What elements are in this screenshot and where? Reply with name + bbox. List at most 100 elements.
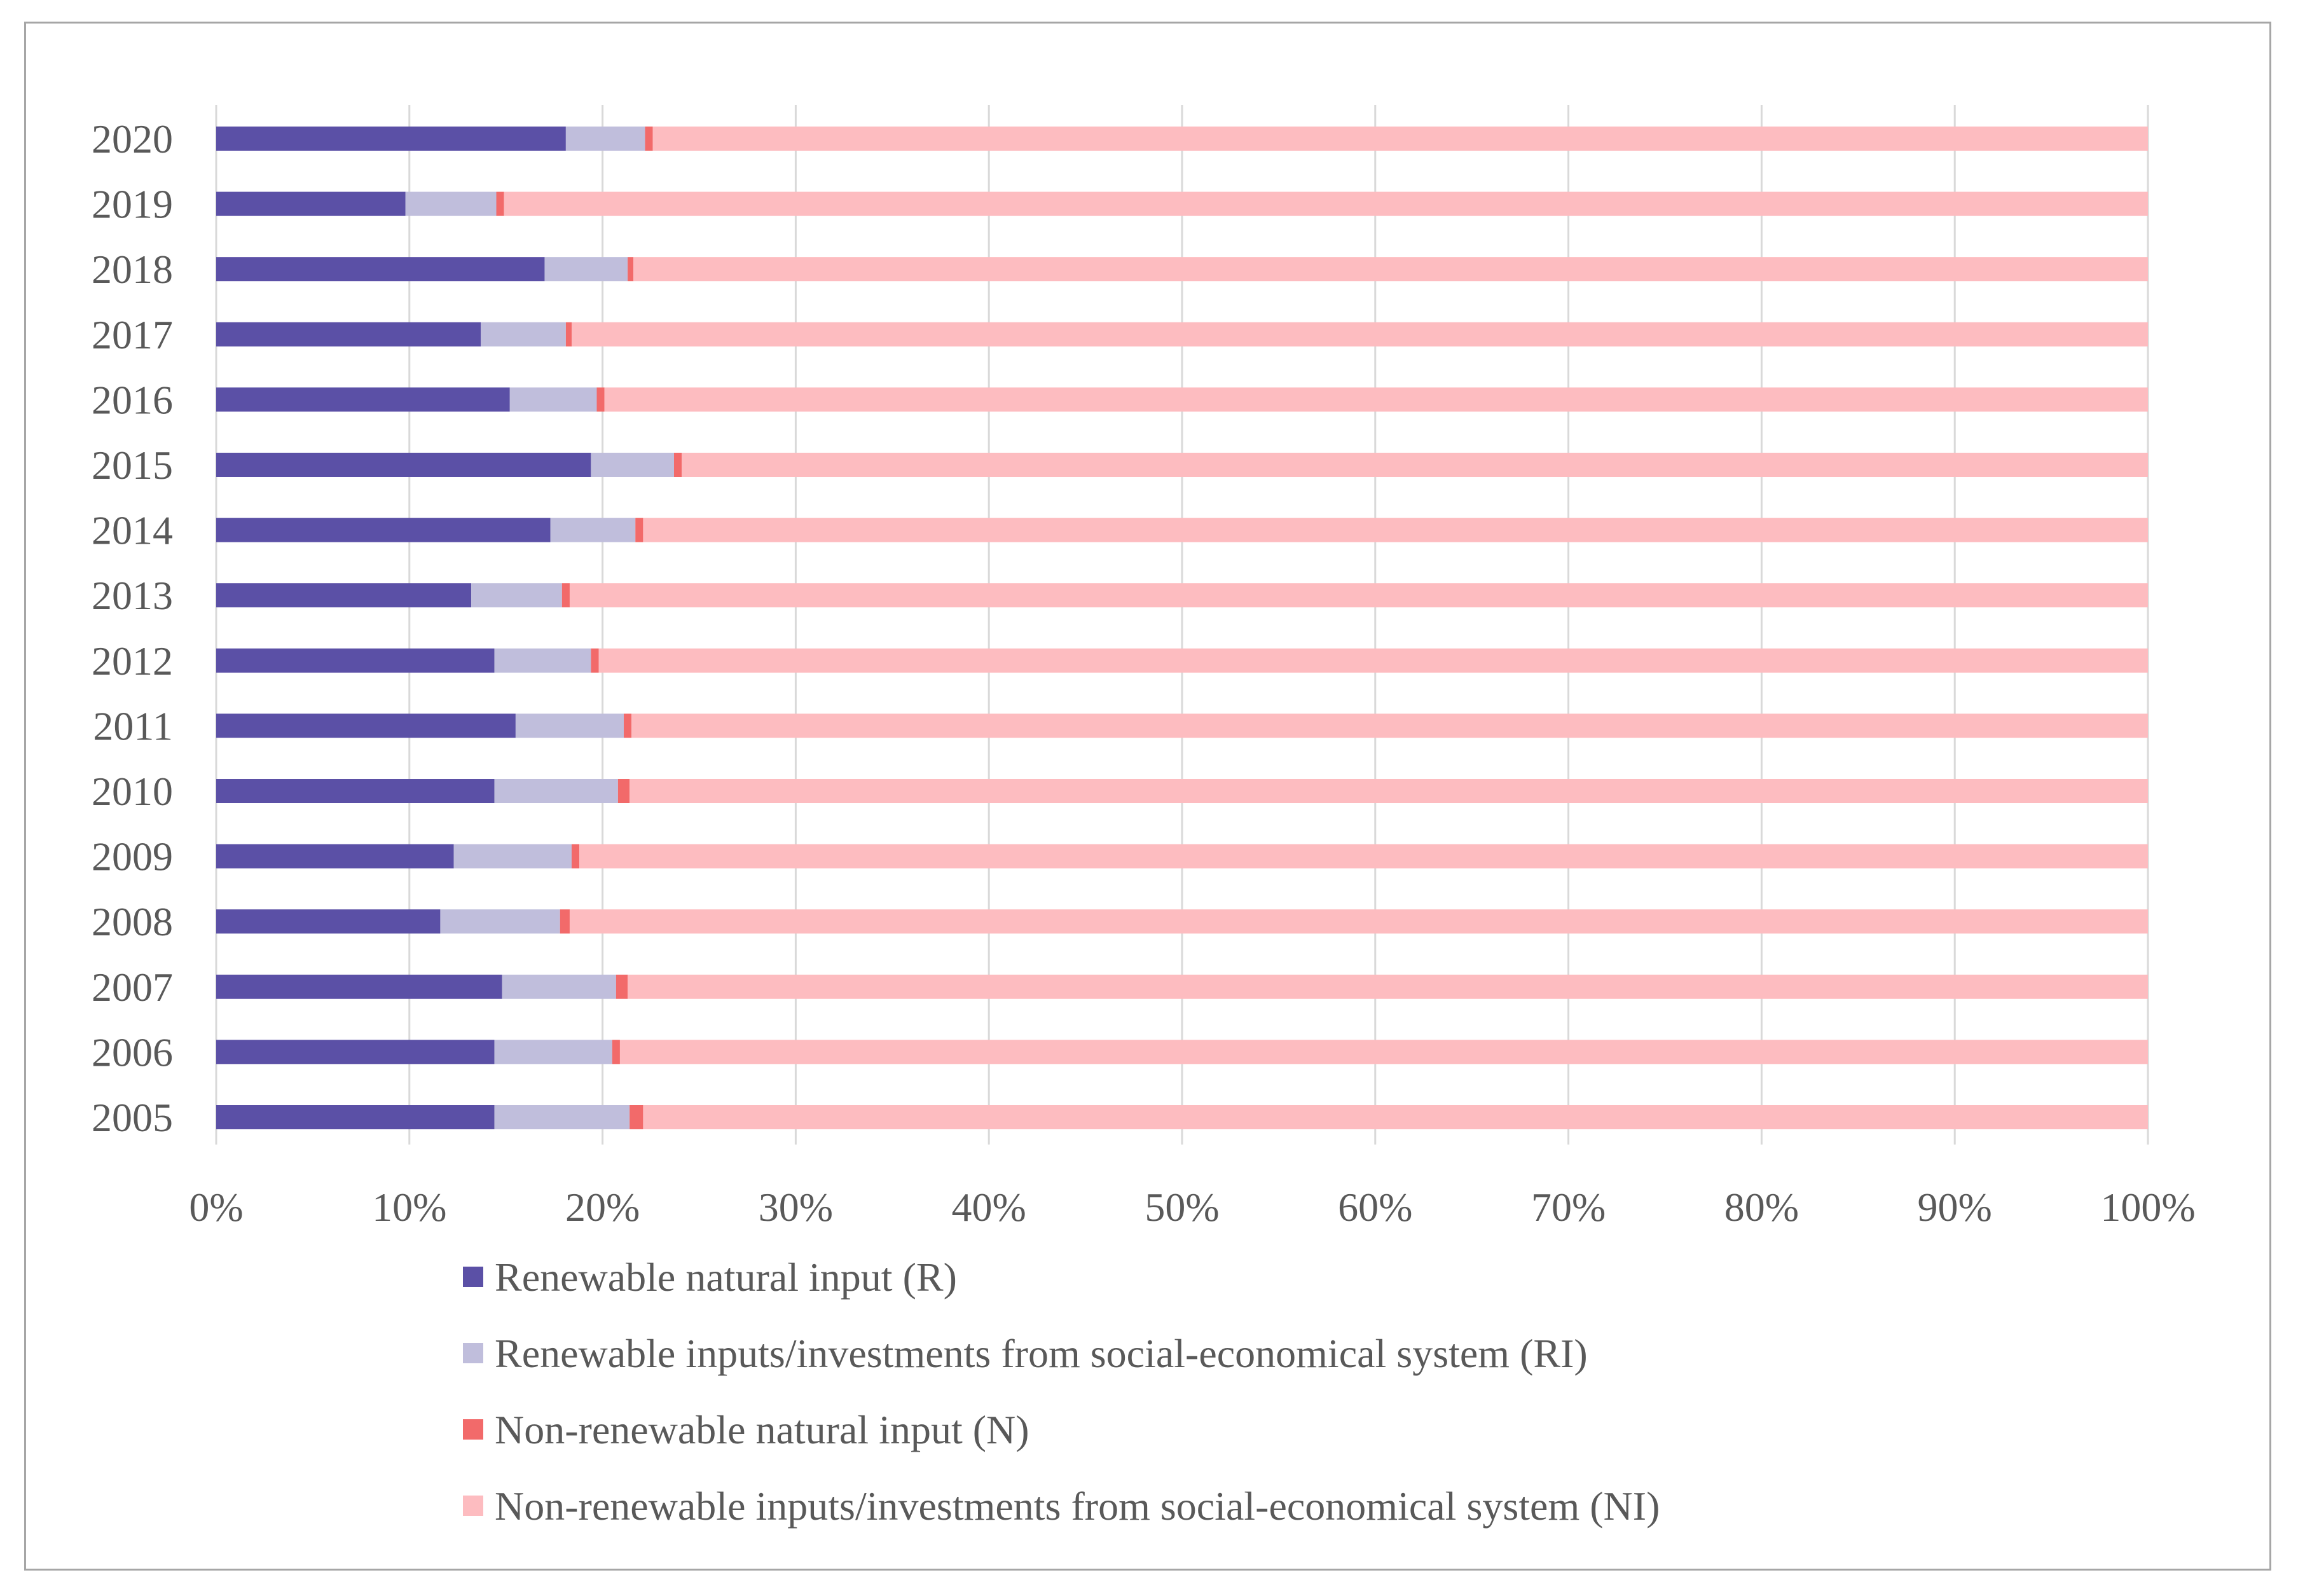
y-tick-label: 2019 [92,182,173,227]
y-tick-label: 2015 [92,443,173,488]
x-tick-label: 0% [189,1185,243,1230]
bar-segment-2 [502,974,616,999]
bar-segment-1 [216,909,441,934]
bar-segment-4 [579,844,2148,869]
bar-segment-4 [569,909,2148,934]
bar-segment-1 [216,1040,495,1064]
legend-label: Non-renewable natural input (N) [495,1407,1029,1452]
y-tick-label: 2005 [92,1095,173,1140]
y-axis-tick-labels: 2020 2019 2018 2017 2016 2015 2014 2013 2012 2011… [92,116,173,1140]
bar-segment-4 [682,453,2148,477]
bar-segment-1 [216,583,472,608]
x-tick-label: 30% [759,1185,833,1230]
bar-segment-3 [571,844,580,869]
legend-swatch [463,1267,483,1287]
bar-segment-3 [496,191,504,216]
bar-segment-3 [674,453,682,477]
bar-segment-4 [652,127,2149,151]
x-tick-label: 80% [1724,1185,1799,1230]
bar-segment-3 [560,909,570,934]
y-tick-label: 2014 [92,508,173,553]
x-axis-tick-labels: 0% 10% 20% 30% 40% 50% 60% 70% 80% 90% 100% [189,1185,2195,1230]
bar-series [216,127,2149,1129]
bar-segment-2 [591,453,675,477]
y-tick-label: 2009 [92,834,173,879]
bar-segment-1 [216,322,481,347]
bar-segment-2 [440,909,560,934]
legend: Renewable natural input (R) Renewable inp… [463,1255,1660,1529]
y-tick-label: 2017 [92,312,173,357]
bar-segment-3 [624,713,632,738]
legend-label: Non-renewable inputs/investments from so… [495,1483,1660,1529]
y-tick-label: 2016 [92,377,173,422]
bar-segment-1 [216,127,566,151]
x-tick-label: 100% [2100,1185,2195,1230]
bar-segment-3 [635,518,643,542]
bar-segment-3 [596,387,605,412]
x-tick-label: 20% [565,1185,640,1230]
bar-segment-2 [471,583,562,608]
bar-segment-2 [494,779,618,803]
bar-segment-3 [617,779,630,803]
bar-segment-2 [494,648,591,673]
bar-segment-2 [494,1040,612,1064]
y-tick-label: 2008 [92,899,173,944]
bar-segment-2 [544,257,628,282]
bar-segment-3 [616,974,628,999]
bar-segment-1 [216,974,502,999]
y-tick-label: 2011 [93,703,173,748]
bar-segment-3 [630,1105,643,1129]
y-tick-label: 2012 [92,638,173,684]
bar-segment-3 [612,1040,620,1064]
bar-segment-3 [591,648,599,673]
bar-segment-4 [569,583,2148,608]
x-tick-label: 70% [1531,1185,1606,1230]
y-tick-label: 2007 [92,965,173,1010]
y-tick-label: 2013 [92,573,173,618]
bar-segment-4 [643,518,2149,542]
bar-segment-1 [216,779,495,803]
bar-segment-1 [216,844,454,869]
bar-segment-4 [628,974,2148,999]
legend-swatch [463,1419,483,1440]
bar-segment-4 [619,1040,2149,1064]
bar-segment-2 [481,322,566,347]
bar-segment-4 [633,257,2148,282]
y-tick-label: 2006 [92,1029,173,1075]
y-tick-label: 2018 [92,247,173,292]
bar-segment-4 [504,191,2148,216]
legend-swatch [463,1496,483,1516]
bar-segment-2 [509,387,597,412]
bar-segment-1 [216,518,551,542]
bar-segment-1 [216,191,406,216]
bar-segment-1 [216,453,591,477]
bar-segment-4 [571,322,2149,347]
x-tick-label: 50% [1145,1185,1219,1230]
bar-segment-1 [216,1105,495,1129]
x-tick-label: 90% [1918,1185,1992,1230]
bar-segment-1 [216,713,516,738]
bar-segment-2 [453,844,572,869]
y-tick-label: 2010 [92,769,173,814]
bar-segment-2 [550,518,636,542]
bar-segment-2 [405,191,497,216]
bar-segment-4 [631,713,2149,738]
x-tick-label: 60% [1338,1185,1412,1230]
bar-segment-1 [216,257,545,282]
bar-segment-2 [565,127,645,151]
bar-segment-3 [628,257,634,282]
bar-segment-2 [515,713,624,738]
bar-segment-3 [561,583,570,608]
bar-segment-1 [216,648,495,673]
x-tick-label: 10% [372,1185,446,1230]
bar-segment-3 [645,127,653,151]
x-tick-label: 40% [952,1185,1026,1230]
bar-segment-3 [565,322,572,347]
legend-label: Renewable inputs/investments from social… [495,1331,1588,1376]
legend-label: Renewable natural input (R) [495,1255,957,1300]
y-tick-label: 2020 [92,116,173,162]
bar-segment-4 [604,387,2149,412]
bar-segment-2 [494,1105,630,1129]
bar-segment-4 [598,648,2149,673]
